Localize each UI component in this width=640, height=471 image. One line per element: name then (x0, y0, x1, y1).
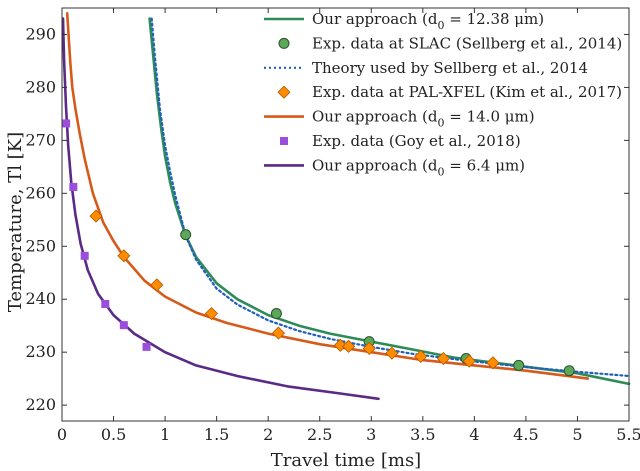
y-tick-label-0: 220 (25, 395, 56, 414)
data-point-5-4 (119, 321, 128, 330)
legend-label-4: Our approach (d0 = 14.0 μm) (312, 108, 535, 130)
plot-frame (61, 7, 630, 422)
data-point-3-0 (89, 209, 103, 223)
data-point-3-7 (362, 341, 376, 356)
data-point-3-9 (414, 349, 428, 363)
series-line-4 (65, 12, 590, 380)
data-point-1-1 (270, 308, 282, 320)
legend-swatch-5 (280, 137, 288, 145)
x-tick-label-11: 5.5 (616, 425, 640, 444)
data-point-3-4 (271, 326, 286, 340)
x-tick-label-2: 1 (160, 425, 170, 444)
x-tick-label-7: 3.5 (410, 425, 435, 444)
x-tick-label-5: 2.5 (307, 425, 332, 444)
data-point-1-4 (513, 359, 525, 371)
series-line-0 (148, 17, 631, 386)
legend-label-3: Exp. data at PAL-XFEL (Kim et al., 2017) (312, 83, 622, 101)
plot-marks (61, 12, 631, 401)
y-tick-label-7: 290 (25, 24, 56, 43)
data-point-3-8 (385, 346, 399, 360)
x-tick-label-10: 5 (572, 425, 582, 444)
y-tick-label-3: 250 (25, 236, 56, 255)
legend-label-2: Theory used by Sellberg et al., 2014 (312, 59, 588, 77)
x-tick-label-8: 4 (469, 425, 479, 444)
y-tick-label-6: 280 (25, 77, 56, 96)
data-point-5-3 (101, 299, 110, 308)
data-point-5-1 (69, 182, 78, 191)
data-point-3-10 (436, 351, 451, 366)
y-tick-label-1: 230 (25, 342, 56, 361)
y-tick-label-5: 270 (25, 130, 56, 149)
data-point-3-6 (342, 339, 356, 353)
x-tick-label-0: 0 (57, 425, 67, 444)
legend-label-0: Our approach (d0 = 12.38 μm) (312, 10, 544, 32)
data-point-1-0 (180, 229, 192, 241)
data-point-3-5 (333, 338, 347, 352)
x-axis-label: Travel time [ms] (271, 450, 421, 471)
data-point-5-5 (142, 342, 151, 351)
y-tick-label-4: 260 (25, 183, 56, 202)
data-point-3-1 (117, 249, 131, 263)
data-point-3-11 (462, 354, 476, 368)
legend-swatch-3 (277, 85, 291, 99)
series-line-6 (61, 17, 380, 401)
data-point-1-5 (563, 365, 575, 377)
data-point-3-2 (150, 278, 164, 292)
x-tick-label-1: 0.5 (101, 425, 126, 444)
y-axis-label: Temperature, Tl [K] (5, 132, 26, 312)
y-tick-label-2: 240 (25, 289, 56, 308)
legend-label-5: Exp. data (Goy et al., 2018) (312, 132, 521, 150)
legend-swatch-1 (278, 37, 290, 49)
legend-label-1: Exp. data at SLAC (Sellberg et al., 2014… (312, 34, 622, 52)
x-tick-label-6: 3 (366, 425, 376, 444)
data-point-3-3 (204, 306, 219, 321)
data-point-5-0 (62, 119, 71, 128)
x-tick-label-9: 4.5 (513, 425, 538, 444)
x-tick-label-3: 1.5 (204, 425, 229, 444)
data-point-5-2 (80, 251, 89, 260)
axes: 0 0.5 1 1.5 2 2.5 3 3.5 4 4.5 5 5.5 220 230 240 250 260 2… (25, 7, 640, 444)
data-point-3-12 (486, 356, 500, 370)
x-tick-label-4: 2 (263, 425, 273, 444)
legend: Our approach (d0 = 12.38 μm) Exp. data at… (264, 10, 622, 178)
legend-label-6: Our approach (d0 = 6.4 μm) (312, 156, 525, 178)
